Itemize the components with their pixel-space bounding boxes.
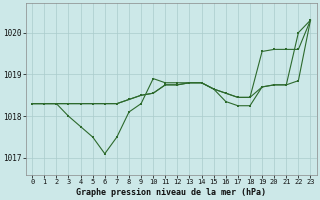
- X-axis label: Graphe pression niveau de la mer (hPa): Graphe pression niveau de la mer (hPa): [76, 188, 266, 197]
